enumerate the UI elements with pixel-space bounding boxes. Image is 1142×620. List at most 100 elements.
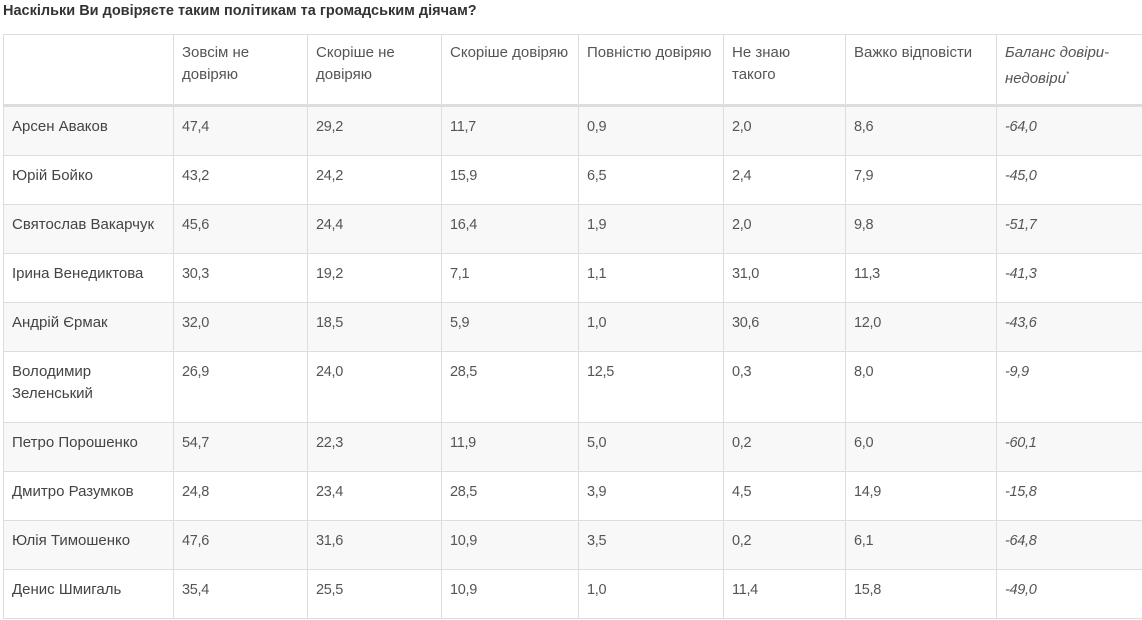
value-cell: 24,2 xyxy=(307,155,442,205)
value-cell: 47,6 xyxy=(173,520,308,570)
value-cell: 1,9 xyxy=(578,204,724,254)
person-name: Андрій Єрмак xyxy=(3,302,174,352)
value-cell: 8,0 xyxy=(845,351,997,423)
table-title: Наскільки Ви довіряєте таким політикам т… xyxy=(3,3,477,19)
value-cell: 1,0 xyxy=(578,569,724,619)
value-cell: 4,5 xyxy=(723,471,846,521)
value-cell: 5,0 xyxy=(578,422,724,472)
balance-cell: -64,8 xyxy=(996,520,1142,570)
value-cell: 7,9 xyxy=(845,155,997,205)
balance-cell: -51,7 xyxy=(996,204,1142,254)
value-cell: 23,4 xyxy=(307,471,442,521)
value-cell: 43,2 xyxy=(173,155,308,205)
table-row: Юрій Бойко 43,2 24,2 15,9 6,5 2,4 7,9 -45,0 xyxy=(3,155,1142,205)
header-dont-know: Не знаю такого xyxy=(723,34,846,106)
table-row: Андрій Єрмак 32,0 18,5 5,9 1,0 30,6 12,0 -43,6 xyxy=(3,302,1142,352)
value-cell: 45,6 xyxy=(173,204,308,254)
value-cell: 22,3 xyxy=(307,422,442,472)
value-cell: 28,5 xyxy=(441,351,579,423)
balance-cell: -45,0 xyxy=(996,155,1142,205)
value-cell: 3,9 xyxy=(578,471,724,521)
table-row: Дмитро Разумков 24,8 23,4 28,5 3,9 4,5 14,9 -15… xyxy=(3,471,1142,521)
table-row: Арсен Аваков 47,4 29,2 11,7 0,9 2,0 8,6 -64,0 xyxy=(3,105,1142,156)
table-row: Юлія Тимошенко 47,6 31,6 10,9 3,5 0,2 6,1 -64,8 xyxy=(3,520,1142,570)
value-cell: 15,9 xyxy=(441,155,579,205)
table-row: Денис Шмигаль 35,4 25,5 10,9 1,0 11,4 15,8 -49,… xyxy=(3,569,1142,619)
table-row: Петро Порошенко 54,7 22,3 11,9 5,0 0,2 6,0 -60,… xyxy=(3,422,1142,472)
header-fully-trust: Повністю довіряю xyxy=(578,34,724,106)
footnote-mark: * xyxy=(1065,70,1070,79)
person-name: Володимир Зеленський xyxy=(3,351,174,423)
value-cell: 11,9 xyxy=(441,422,579,472)
value-cell: 6,0 xyxy=(845,422,997,472)
balance-cell: -64,0 xyxy=(996,105,1142,156)
person-name: Юрій Бойко xyxy=(3,155,174,205)
value-cell: 6,5 xyxy=(578,155,724,205)
balance-cell: -43,6 xyxy=(996,302,1142,352)
header-balance: Баланс довіри-недовіри* xyxy=(996,34,1142,106)
person-name: Святослав Вакарчук xyxy=(3,204,174,254)
value-cell: 16,4 xyxy=(441,204,579,254)
header-balance-label: Баланс довіри-недовіри xyxy=(1005,44,1110,87)
header-strongly-distrust: Зовсім не довіряю xyxy=(173,34,308,106)
table-row: Святослав Вакарчук 45,6 24,4 16,4 1,9 2,0 9,8-… xyxy=(3,204,1142,254)
value-cell: 2,4 xyxy=(723,155,846,205)
value-cell: 24,0 xyxy=(307,351,442,423)
value-cell: 15,8 xyxy=(845,569,997,619)
value-cell: 11,3 xyxy=(845,253,997,303)
value-cell: 12,5 xyxy=(578,351,724,423)
header-rather-distrust: Скоріше не довіряю xyxy=(307,34,442,106)
value-cell: 32,0 xyxy=(173,302,308,352)
value-cell: 31,6 xyxy=(307,520,442,570)
header-name xyxy=(3,34,174,106)
header-row: Зовсім не довіряю Скоріше не довіряю Ско… xyxy=(3,34,1142,106)
balance-cell: -9,9 xyxy=(996,351,1142,423)
value-cell: 0,2 xyxy=(723,422,846,472)
value-cell: 1,0 xyxy=(578,302,724,352)
value-cell: 6,1 xyxy=(845,520,997,570)
table-row: Ірина Венедиктова 30,3 19,2 7,1 1,1 31,0 11,3-… xyxy=(3,253,1142,303)
value-cell: 30,6 xyxy=(723,302,846,352)
person-name: Дмитро Разумков xyxy=(3,471,174,521)
value-cell: 11,4 xyxy=(723,569,846,619)
balance-cell: -15,8 xyxy=(996,471,1142,521)
value-cell: 26,9 xyxy=(173,351,308,423)
value-cell: 11,7 xyxy=(441,105,579,156)
value-cell: 2,0 xyxy=(723,105,846,156)
value-cell: 12,0 xyxy=(845,302,997,352)
value-cell: 25,5 xyxy=(307,569,442,619)
value-cell: 18,5 xyxy=(307,302,442,352)
value-cell: 10,9 xyxy=(441,569,579,619)
balance-cell: -41,3 xyxy=(996,253,1142,303)
table-row: Володимир Зеленський 26,9 24,0 28,5 12,5 0,3 8… xyxy=(3,351,1142,423)
value-cell: 14,9 xyxy=(845,471,997,521)
person-name: Петро Порошенко xyxy=(3,422,174,472)
value-cell: 5,9 xyxy=(441,302,579,352)
value-cell: 47,4 xyxy=(173,105,308,156)
value-cell: 24,4 xyxy=(307,204,442,254)
person-name: Арсен Аваков xyxy=(3,105,174,156)
value-cell: 0,2 xyxy=(723,520,846,570)
value-cell: 24,8 xyxy=(173,471,308,521)
header-hard-to-say: Важко відповісти xyxy=(845,34,997,106)
value-cell: 30,3 xyxy=(173,253,308,303)
balance-cell: -49,0 xyxy=(996,569,1142,619)
header-rather-trust: Скоріше довіряю xyxy=(441,34,579,106)
value-cell: 9,8 xyxy=(845,204,997,254)
value-cell: 28,5 xyxy=(441,471,579,521)
value-cell: 19,2 xyxy=(307,253,442,303)
value-cell: 8,6 xyxy=(845,105,997,156)
trust-table: Зовсім не довіряю Скоріше не довіряю Ско… xyxy=(3,34,1142,619)
value-cell: 7,1 xyxy=(441,253,579,303)
value-cell: 35,4 xyxy=(173,569,308,619)
value-cell: 3,5 xyxy=(578,520,724,570)
value-cell: 0,3 xyxy=(723,351,846,423)
person-name: Юлія Тимошенко xyxy=(3,520,174,570)
person-name: Денис Шмигаль xyxy=(3,569,174,619)
value-cell: 2,0 xyxy=(723,204,846,254)
value-cell: 0,9 xyxy=(578,105,724,156)
value-cell: 29,2 xyxy=(307,105,442,156)
value-cell: 54,7 xyxy=(173,422,308,472)
balance-cell: -60,1 xyxy=(996,422,1142,472)
value-cell: 1,1 xyxy=(578,253,724,303)
